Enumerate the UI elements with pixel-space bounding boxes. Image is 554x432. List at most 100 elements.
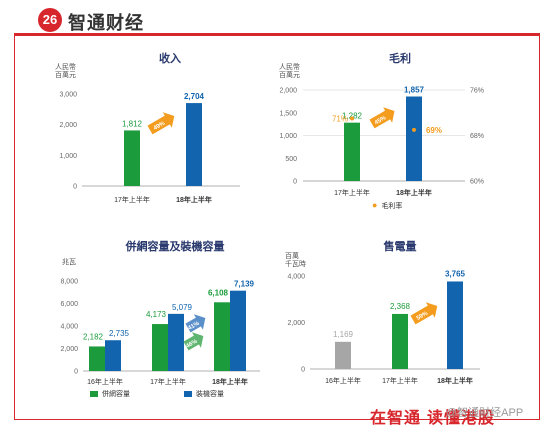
bar <box>392 313 408 369</box>
growth-arrow-shape <box>147 112 175 135</box>
gross-margin-point <box>412 127 416 132</box>
data-label: 2,704 <box>184 92 205 101</box>
x-category-label: 18年上半年 <box>212 377 248 386</box>
y-tick-label: 0 <box>293 179 297 186</box>
data-label: 2,735 <box>109 329 130 338</box>
y-tick-label: 2,000 <box>287 320 305 327</box>
legend-swatch-grid-capacity <box>90 391 98 398</box>
growth-arrow-label: 49% <box>153 120 167 132</box>
y-tick-label: 2,000 <box>59 122 77 129</box>
x-category-label: 18年上半年 <box>437 376 473 385</box>
growth-arrow-label: 46% <box>185 338 199 350</box>
data-label: 1,282 <box>342 112 363 121</box>
growth-arrow: 46% <box>183 332 204 351</box>
secondary-y-tick-label: 76% <box>470 88 484 95</box>
electricity-sold-chart-title: 售電量 <box>383 241 417 253</box>
bar <box>152 324 168 371</box>
gross-margin-label: 71% <box>332 114 348 123</box>
y-tick-label: 2,000 <box>279 88 297 95</box>
footer-slogan-left: 在智通 <box>370 410 422 427</box>
x-category-label: 18年上半年 <box>396 188 432 197</box>
y-tick-label: 0 <box>73 184 77 191</box>
bar <box>186 103 202 186</box>
x-category-label: 18年上半年 <box>176 195 212 204</box>
growth-arrow-label: 59% <box>416 310 430 322</box>
y-tick-label: 1,000 <box>279 133 297 140</box>
growth-arrow: 49% <box>147 112 175 135</box>
watermark: @智通财经APP <box>446 407 524 419</box>
x-category-label: 16年上半年 <box>87 377 123 386</box>
capacity-unit-label: 兆瓦 <box>62 259 76 266</box>
x-category-label: 16年上半年 <box>325 376 361 385</box>
y-tick-label: 3,000 <box>59 92 77 99</box>
legend-label-installed-capacity: 裝機容量 <box>196 391 224 398</box>
data-label: 5,079 <box>172 303 193 312</box>
footer-slogan-right: 读懂港股 <box>427 410 496 427</box>
data-label: 6,108 <box>208 288 229 297</box>
secondary-y-tick-label: 60% <box>470 179 484 186</box>
x-category-label: 17年上半年 <box>382 376 418 385</box>
bar <box>447 281 463 369</box>
bar <box>344 122 360 181</box>
revenue-unit-label: 人民幣 百萬元 <box>55 64 76 79</box>
legend-grid-capacity: 併網容量 <box>90 389 130 399</box>
gross-margin-legend: ● 毛利率 <box>372 200 402 211</box>
data-label: 7,139 <box>234 280 255 289</box>
y-tick-label: 2,000 <box>60 346 78 353</box>
gross-margin-point <box>350 116 354 121</box>
y-tick-label: 8,000 <box>60 279 78 286</box>
data-label: 1,169 <box>333 330 354 339</box>
secondary-y-tick-label: 68% <box>470 133 484 140</box>
x-category-label: 17年上半年 <box>334 188 370 197</box>
growth-arrow-shape <box>410 302 438 325</box>
legend-label-grid-capacity: 併網容量 <box>102 391 130 398</box>
gross-profit-unit-label: 人民幣 百萬元 <box>279 64 300 79</box>
bar <box>105 340 121 371</box>
y-tick-label: 6,000 <box>60 301 78 308</box>
brand-name: 智通财经 <box>68 13 144 33</box>
bar <box>124 130 140 186</box>
brand-logo-badge: 26 <box>38 8 62 32</box>
y-tick-label: 1,000 <box>59 153 77 160</box>
revenue-chart-title: 收入 <box>159 53 181 65</box>
legend-marker-gross-margin: ● <box>372 200 378 210</box>
growth-arrow-shape <box>183 332 204 351</box>
growth-arrow-shape <box>369 107 395 129</box>
x-category-label: 17年上半年 <box>114 195 150 204</box>
top-accent-bar <box>14 33 540 36</box>
bar <box>335 341 351 369</box>
legend-swatch-installed-capacity <box>184 391 192 398</box>
gross-margin-label: 69% <box>426 126 442 135</box>
growth-arrow: 41% <box>185 314 206 333</box>
y-tick-label: 4,000 <box>60 324 78 331</box>
y-tick-label: 1,500 <box>279 110 297 117</box>
data-label: 2,368 <box>390 302 411 311</box>
data-label: 3,765 <box>445 269 466 278</box>
bar <box>89 346 105 371</box>
data-label: 4,173 <box>146 310 167 319</box>
capacity-chart-title: 併網容量及裝機容量 <box>125 241 225 253</box>
legend-label-gross-margin: 毛利率 <box>381 203 403 210</box>
growth-arrow-label: 45% <box>374 115 388 127</box>
y-tick-label: 0 <box>301 367 305 374</box>
data-label: 1,812 <box>122 119 143 128</box>
bar <box>168 313 184 371</box>
y-tick-label: 500 <box>285 156 297 163</box>
growth-arrow: 45% <box>369 107 395 129</box>
data-label: 1,857 <box>404 86 425 95</box>
footer-slogan: 在智通 读懂港股 <box>370 404 495 428</box>
growth-arrow-shape <box>185 314 206 333</box>
electricity-unit-label: 百萬 千瓦時 <box>285 253 306 268</box>
bar <box>230 290 246 371</box>
legend-installed-capacity: 裝機容量 <box>184 389 224 399</box>
y-tick-label: 4,000 <box>287 274 305 281</box>
growth-arrow: 59% <box>410 302 438 325</box>
gross-profit-chart-title: 毛利 <box>389 53 411 65</box>
y-tick-label: 0 <box>74 369 78 376</box>
x-category-label: 17年上半年 <box>150 377 186 386</box>
bar <box>406 96 422 181</box>
bar <box>214 302 230 371</box>
growth-arrow-label: 41% <box>187 320 201 332</box>
data-label: 2,182 <box>83 332 104 341</box>
